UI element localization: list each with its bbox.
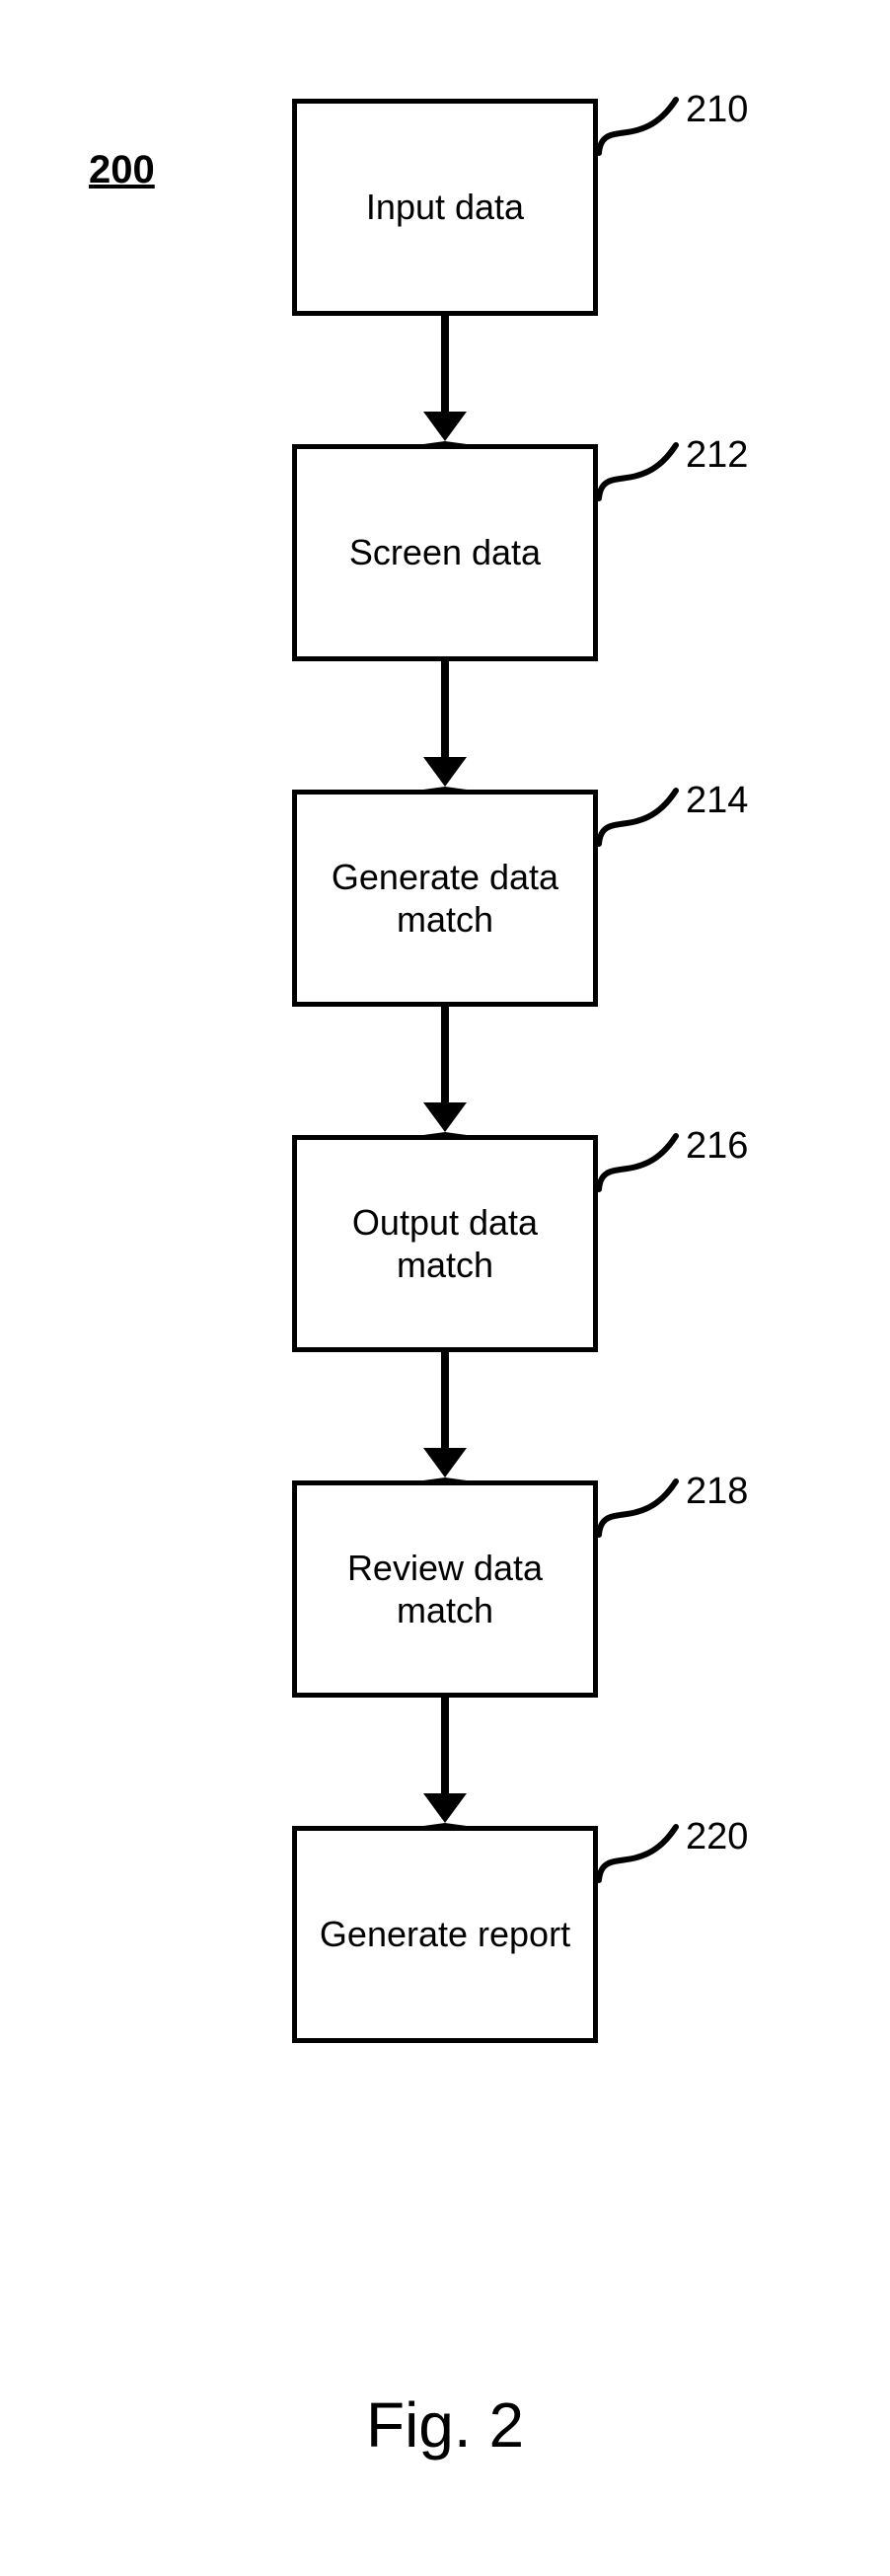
page: 200 Input data210Screen data212Generate …: [0, 0, 890, 2576]
flow-node-label: Generate data match: [332, 856, 558, 941]
reference-number: 218: [686, 1470, 748, 1515]
flow-node: Generate report220: [292, 1826, 598, 2043]
flowchart: Input data210Screen data212Generate data…: [0, 99, 890, 2043]
flow-node: Screen data212: [292, 444, 598, 661]
reference-callout: 210: [593, 94, 748, 159]
reference-number: 220: [686, 1815, 748, 1860]
arrow-shaft: [441, 1698, 449, 1793]
reference-number: 212: [686, 433, 748, 479]
flow-node-label: Output data match: [352, 1201, 538, 1286]
arrow-shaft: [441, 661, 449, 757]
reference-number: 216: [686, 1124, 748, 1170]
arrow-head-icon: [423, 1793, 467, 1826]
arrow-head-icon: [423, 757, 467, 790]
reference-number: 210: [686, 88, 748, 133]
arrow-shaft: [441, 1352, 449, 1448]
reference-callout: 212: [593, 439, 748, 504]
flow-arrow: [423, 316, 467, 444]
flow-node: Input data210: [292, 99, 598, 316]
reference-callout: 214: [593, 785, 748, 850]
reference-callout: 218: [593, 1476, 748, 1541]
reference-number: 214: [686, 779, 748, 824]
figure-caption: Fig. 2: [0, 2388, 890, 2462]
flow-node-label: Review data match: [347, 1547, 543, 1631]
flow-node-label: Screen data: [349, 531, 541, 573]
arrow-head-icon: [423, 412, 467, 444]
flow-arrow: [423, 1352, 467, 1480]
reference-callout: 216: [593, 1130, 748, 1195]
arrow-shaft: [441, 316, 449, 412]
arrow-head-icon: [423, 1102, 467, 1135]
flow-node: Output data match216: [292, 1135, 598, 1352]
flow-arrow: [423, 1698, 467, 1826]
arrow-head-icon: [423, 1448, 467, 1480]
flow-arrow: [423, 661, 467, 790]
flow-node: Review data match218: [292, 1480, 598, 1698]
flow-arrow: [423, 1007, 467, 1135]
flow-node: Generate data match214: [292, 790, 598, 1007]
reference-callout: 220: [593, 1821, 748, 1886]
flow-node-label: Input data: [366, 186, 524, 228]
flow-node-label: Generate report: [320, 1913, 570, 1955]
arrow-shaft: [441, 1007, 449, 1102]
